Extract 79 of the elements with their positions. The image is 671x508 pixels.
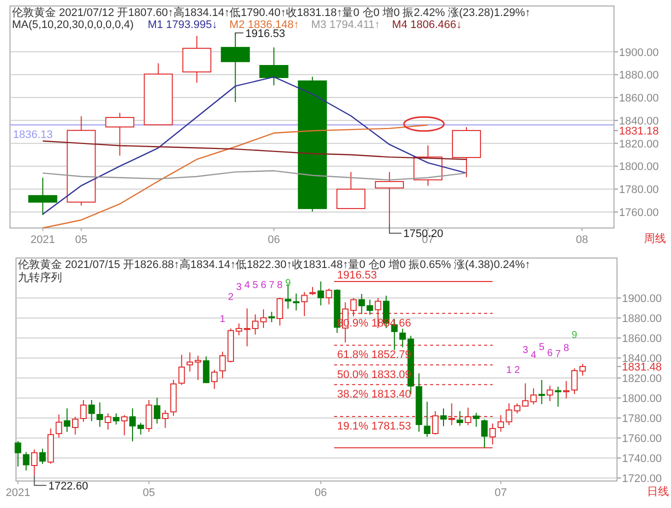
candlestick — [194, 355, 202, 380]
y-tick-label: 1820.00 — [619, 138, 659, 150]
candlestick — [154, 397, 160, 424]
annotation: 5 — [538, 342, 545, 353]
y-tick-label: 1840.00 — [619, 115, 659, 128]
annotation: 2 — [228, 292, 234, 303]
text: 九转序列 — [18, 271, 62, 284]
text: M3 1794.411↑ — [311, 19, 380, 31]
annotation: 3 — [236, 282, 242, 293]
annotation: 9 — [285, 278, 292, 289]
annotation: 1722.60 — [48, 480, 88, 492]
x-tick-label: 05 — [142, 487, 156, 499]
x-tick-label: 2021 — [30, 234, 55, 246]
x-tick-label: 06 — [268, 234, 280, 246]
text: M1 1793.995↓ — [148, 19, 218, 31]
y-tick-label: 1860.00 — [619, 92, 659, 105]
annotation: 8 — [563, 343, 570, 354]
x-tick-label: 2021 — [6, 487, 30, 499]
y-tick-label: 1900.00 — [619, 46, 659, 59]
y-tick-label: 1740.00 — [622, 453, 662, 465]
annotation: 9 — [572, 330, 578, 341]
candlestick — [440, 408, 447, 427]
candlestick — [64, 408, 70, 432]
y-tick-label: 1780.00 — [622, 413, 662, 425]
annotation: 2 — [514, 365, 520, 376]
x-tick-label: 05 — [75, 234, 88, 246]
x-tick-label: 07 — [494, 487, 507, 499]
line-series — [42, 170, 468, 181]
annotation: 1 — [506, 365, 512, 376]
candlestick — [162, 410, 169, 428]
line-series — [42, 140, 468, 160]
candlestick — [374, 172, 404, 224]
candlestick — [538, 380, 545, 405]
y-tick-label: 1900.00 — [622, 293, 662, 305]
text: 周线 — [644, 232, 666, 245]
chart-title: 伦敦黄金 2021/07/15 开1826.88↑高1834.14↑低1822.30↑收1831.48↑量0 仓0 增0 振0.65% 涨(4.38)0.24%↑ — [18, 258, 530, 271]
ref-line-label: 1916.53 — [337, 269, 377, 282]
y-tick-label: 1800.00 — [619, 161, 659, 174]
y-tick-label: 1860.00 — [622, 333, 662, 345]
annotation: 6 — [260, 280, 267, 291]
annotation: 4 — [244, 280, 250, 291]
y-tick-label: 1760.00 — [622, 433, 662, 445]
candlestick — [546, 385, 554, 402]
candlestick — [456, 410, 464, 426]
ref-line-label: 1836.13 — [13, 128, 53, 141]
candlestick — [28, 177, 58, 216]
candlestick — [489, 423, 496, 445]
candlestick — [182, 35, 212, 84]
annotation: 3 — [522, 345, 529, 356]
annotation: 6 — [547, 348, 554, 359]
y-tick-label: 1880.00 — [622, 313, 662, 325]
y-tick-label: 1760.00 — [619, 206, 659, 219]
annotation: 1916.53 — [245, 28, 286, 40]
x-tick-label: 08 — [576, 234, 588, 246]
candlestick — [259, 46, 288, 86]
y-tick-label: 1780.00 — [619, 184, 659, 196]
ref-line-label: 19.1% 1781.53 — [337, 420, 412, 432]
annotation: 4 — [530, 350, 537, 361]
y-tick-label: 1831.48 — [622, 362, 662, 374]
y-tick-label: 1880.00 — [619, 70, 659, 82]
y-tick-label: 1800.00 — [622, 393, 662, 405]
annotation: 1 — [220, 314, 226, 325]
y-tick-label: 1831.18 — [619, 126, 659, 138]
text: MA(5,10,20,30,0,0,0,0,4) — [12, 19, 134, 31]
text: M4 1806.466↓ — [392, 19, 462, 31]
x-tick-label: 06 — [314, 487, 327, 499]
chart-title: 伦敦黄金 2021/07/12 开1807.60↑高1834.14↑低1790.40↑收1831.18↑量0 仓0 增0 振2.42% 涨(23.28)1.29%↑ — [12, 6, 531, 19]
annotation: 7 — [555, 349, 562, 360]
y-tick-label: 1720.00 — [622, 473, 662, 485]
annotation: 5 — [252, 280, 259, 291]
candlestick — [318, 280, 324, 306]
candlestick — [88, 400, 95, 422]
candlestick — [301, 292, 308, 317]
annotation: 7 — [268, 280, 275, 291]
ref-line-label: 38.2% 1813.40 — [337, 388, 412, 401]
text: 日线 — [647, 485, 669, 498]
y-tick-label: 1820.00 — [622, 373, 662, 385]
annotation: 8 — [277, 280, 284, 291]
candlestick — [96, 402, 104, 428]
